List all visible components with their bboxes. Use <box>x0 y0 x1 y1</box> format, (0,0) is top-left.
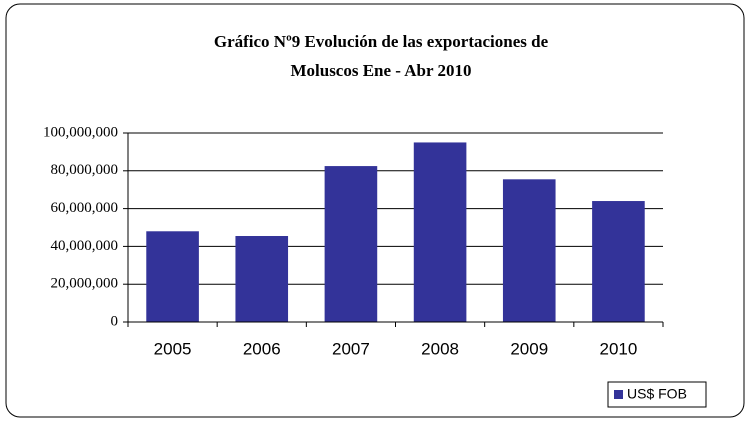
x-tick-label: 2008 <box>421 339 459 358</box>
bar <box>324 166 378 322</box>
chart-title: Gráfico Nº9 Evolución de las exportacion… <box>214 32 549 51</box>
bar <box>146 231 199 322</box>
bar <box>235 236 289 322</box>
x-tick-label: 2006 <box>243 339 281 358</box>
x-tick-label: 2005 <box>154 339 192 358</box>
y-tick-label: 20,000,000 <box>51 276 119 292</box>
legend-label: US$ FOB <box>627 386 687 402</box>
legend-swatch <box>614 390 623 399</box>
bar <box>413 142 467 322</box>
x-tick-label: 2009 <box>510 339 548 358</box>
y-tick-label: 0 <box>111 313 119 329</box>
x-tick-label: 2010 <box>600 339 638 358</box>
legend-box <box>607 381 707 408</box>
bar <box>502 179 556 322</box>
bar <box>592 201 645 322</box>
chart-title: Moluscos Ene - Abr 2010 <box>290 61 471 80</box>
y-tick-label: 60,000,000 <box>51 200 119 216</box>
y-tick-label: 40,000,000 <box>51 238 119 254</box>
y-tick-label: 80,000,000 <box>51 162 119 178</box>
x-tick-label: 2007 <box>332 339 370 358</box>
y-tick-label: 100,000,000 <box>43 124 118 140</box>
